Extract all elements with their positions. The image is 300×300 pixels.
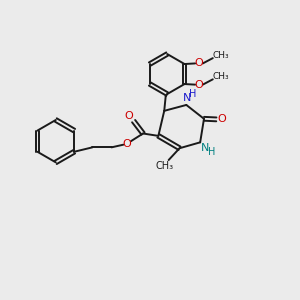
Text: H: H [189,89,196,99]
Text: O: O [217,114,226,124]
Text: CH₃: CH₃ [156,161,174,172]
Text: H: H [208,147,215,157]
Text: CH₃: CH₃ [212,72,229,81]
Text: CH₃: CH₃ [212,51,229,60]
Text: O: O [194,80,203,90]
Text: O: O [122,139,131,149]
Text: N: N [183,94,191,103]
Text: O: O [125,111,134,121]
Text: O: O [194,58,203,68]
Text: N: N [201,142,210,153]
